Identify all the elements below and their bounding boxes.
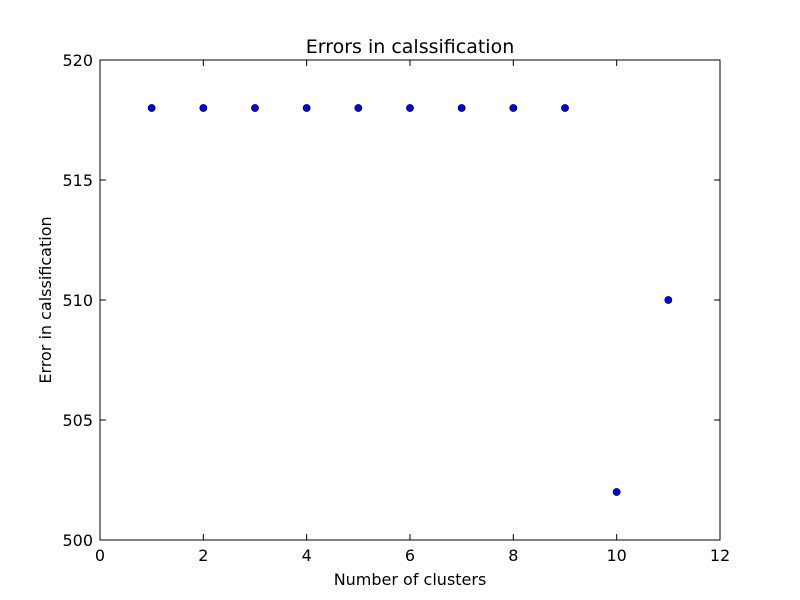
x-tick-label: 2 bbox=[198, 546, 208, 565]
data-point bbox=[406, 104, 414, 112]
data-point bbox=[302, 104, 311, 112]
x-tick-label: 6 bbox=[405, 546, 415, 565]
data-point bbox=[664, 296, 673, 304]
y-axis-label: Error in calssification bbox=[36, 216, 55, 383]
x-axis: 0 2 4 6 8 10 12 bbox=[95, 60, 730, 565]
y-tick-label: 510 bbox=[62, 291, 93, 310]
data-point bbox=[147, 104, 156, 112]
data-point bbox=[509, 104, 518, 112]
data-point bbox=[457, 104, 466, 112]
data-points bbox=[147, 104, 673, 496]
y-tick-label: 500 bbox=[62, 531, 93, 550]
x-axis-label: Number of clusters bbox=[334, 570, 487, 589]
y-tick-label: 505 bbox=[62, 411, 93, 430]
x-tick-label: 8 bbox=[508, 546, 518, 565]
data-point bbox=[251, 104, 259, 112]
x-tick-label: 10 bbox=[606, 546, 626, 565]
data-point bbox=[561, 104, 569, 112]
y-tick-label: 520 bbox=[62, 51, 93, 70]
chart-title: Errors in calssification bbox=[306, 36, 515, 58]
y-axis: 500 505 510 515 520 bbox=[62, 51, 720, 550]
data-point bbox=[612, 488, 621, 496]
x-tick-label: 12 bbox=[710, 546, 730, 565]
data-point bbox=[354, 104, 363, 112]
y-tick-label: 515 bbox=[62, 171, 93, 190]
data-point bbox=[199, 104, 208, 112]
x-tick-label: 4 bbox=[302, 546, 312, 565]
x-tick-label: 0 bbox=[95, 546, 105, 565]
